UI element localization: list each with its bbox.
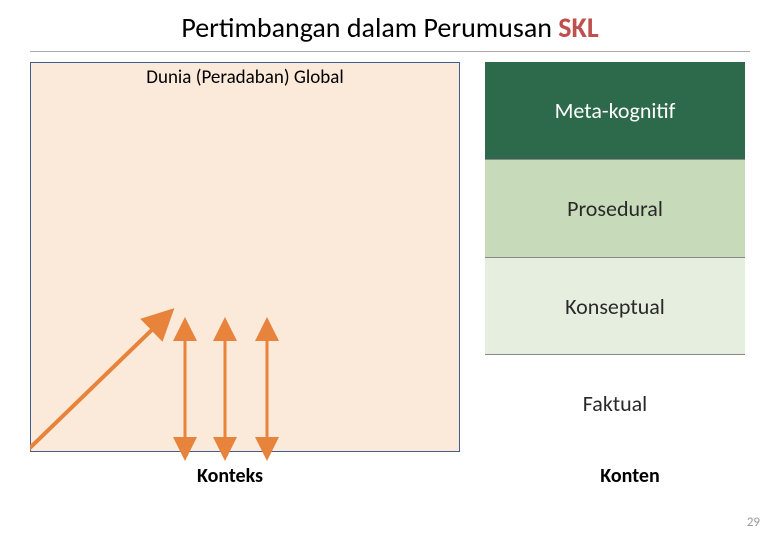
knowledge-levels-table: Meta-kognitifProseduralKonseptualFaktual	[485, 62, 745, 452]
nested-boxes-diagram: Sat PendidikanPeserta DidikKeluargaSosia…	[30, 62, 460, 452]
content-area: Sat PendidikanPeserta DidikKeluargaSosia…	[30, 62, 750, 462]
title-main: Pertimbangan dalam Perumusan	[181, 10, 558, 45]
box-b0: Dunia (Peradaban) Global	[30, 62, 460, 452]
page-number: 29	[747, 515, 760, 530]
slide-title: Pertimbangan dalam Perumusan SKL	[0, 0, 780, 51]
level-cell-1: Prosedural	[485, 160, 745, 258]
caption-right: Konten	[530, 464, 730, 488]
title-rule	[30, 51, 750, 52]
level-cell-3: Faktual	[485, 355, 745, 452]
level-cell-2: Konseptual	[485, 258, 745, 355]
title-accent: SKL	[558, 10, 598, 45]
box-label: Dunia (Peradaban) Global	[31, 63, 459, 89]
caption-left: Konteks	[130, 464, 330, 488]
level-cell-0: Meta-kognitif	[485, 62, 745, 160]
